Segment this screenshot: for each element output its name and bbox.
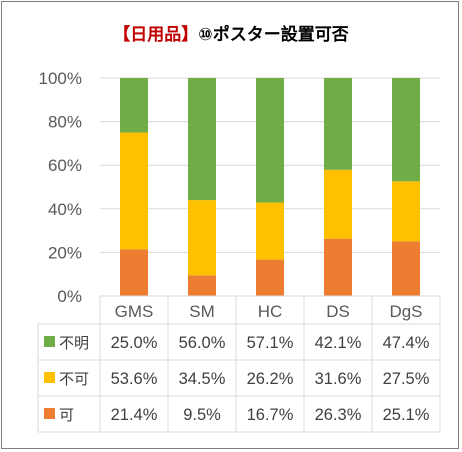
bar-segment bbox=[324, 78, 352, 170]
legend-label: 可 bbox=[59, 406, 74, 424]
data-label: 34.5% bbox=[179, 370, 226, 388]
bar-segment bbox=[256, 78, 284, 203]
y-tick-label: 80% bbox=[48, 113, 82, 132]
y-tick-label: 0% bbox=[57, 287, 82, 306]
bar-segment bbox=[188, 275, 216, 296]
data-label: 21.4% bbox=[111, 406, 158, 424]
data-label: 25.1% bbox=[383, 406, 430, 424]
y-tick-label: 60% bbox=[48, 156, 82, 175]
x-tick-label: GMS bbox=[115, 302, 154, 321]
data-label: 57.1% bbox=[247, 334, 294, 352]
x-tick-label: DS bbox=[326, 302, 350, 321]
legend-swatch bbox=[44, 408, 55, 419]
y-tick-label: 40% bbox=[48, 200, 82, 219]
x-tick-label: HC bbox=[258, 302, 283, 321]
legend-swatch bbox=[44, 336, 55, 347]
data-label: 56.0% bbox=[179, 334, 226, 352]
data-label: 16.7% bbox=[247, 406, 294, 424]
data-label: 47.4% bbox=[383, 334, 430, 352]
bar-segment bbox=[324, 238, 352, 296]
bar-segment bbox=[392, 241, 420, 296]
data-label: 26.3% bbox=[315, 406, 362, 424]
bar-segment bbox=[392, 78, 420, 182]
data-label: 9.5% bbox=[183, 406, 221, 424]
data-label: 25.0% bbox=[111, 334, 158, 352]
y-axis-ticks: 0% 20% 40% 60% 80% 100% bbox=[39, 69, 82, 306]
chart-title: 【日用品】⑩ポスター設置可否 bbox=[113, 24, 348, 45]
bar-segment bbox=[188, 78, 216, 201]
data-label: 53.6% bbox=[111, 370, 158, 388]
data-table: GMS SM HC DS DgS 不明 25.0% 56.0% 57.1% 42.1% 47.4% 不… bbox=[37, 295, 441, 433]
x-tick-label: DgS bbox=[389, 302, 422, 321]
bar-segment bbox=[256, 259, 284, 296]
bar-segment bbox=[256, 202, 284, 260]
bar-segment bbox=[120, 78, 148, 133]
bar-segment bbox=[392, 181, 420, 242]
bar-segment bbox=[324, 169, 352, 239]
data-label: 27.5% bbox=[383, 370, 430, 388]
bar-segment bbox=[120, 132, 148, 250]
y-tick-label: 20% bbox=[48, 243, 82, 262]
legend-label: 不明 bbox=[59, 334, 89, 352]
x-tick-label: SM bbox=[189, 302, 215, 321]
data-label: 26.2% bbox=[247, 370, 294, 388]
legend-label: 不可 bbox=[59, 370, 89, 388]
y-tick-label: 100% bbox=[39, 69, 82, 88]
legend-swatch bbox=[44, 372, 55, 383]
data-label: 42.1% bbox=[315, 334, 362, 352]
chart-title-bracket: 【日用品】 bbox=[113, 24, 198, 45]
data-label: 31.6% bbox=[315, 370, 362, 388]
bar-segment bbox=[120, 249, 148, 296]
bar-segment bbox=[188, 200, 216, 276]
chart-title-rest: ⑩ポスター設置可否 bbox=[198, 24, 348, 45]
bars bbox=[120, 78, 420, 296]
